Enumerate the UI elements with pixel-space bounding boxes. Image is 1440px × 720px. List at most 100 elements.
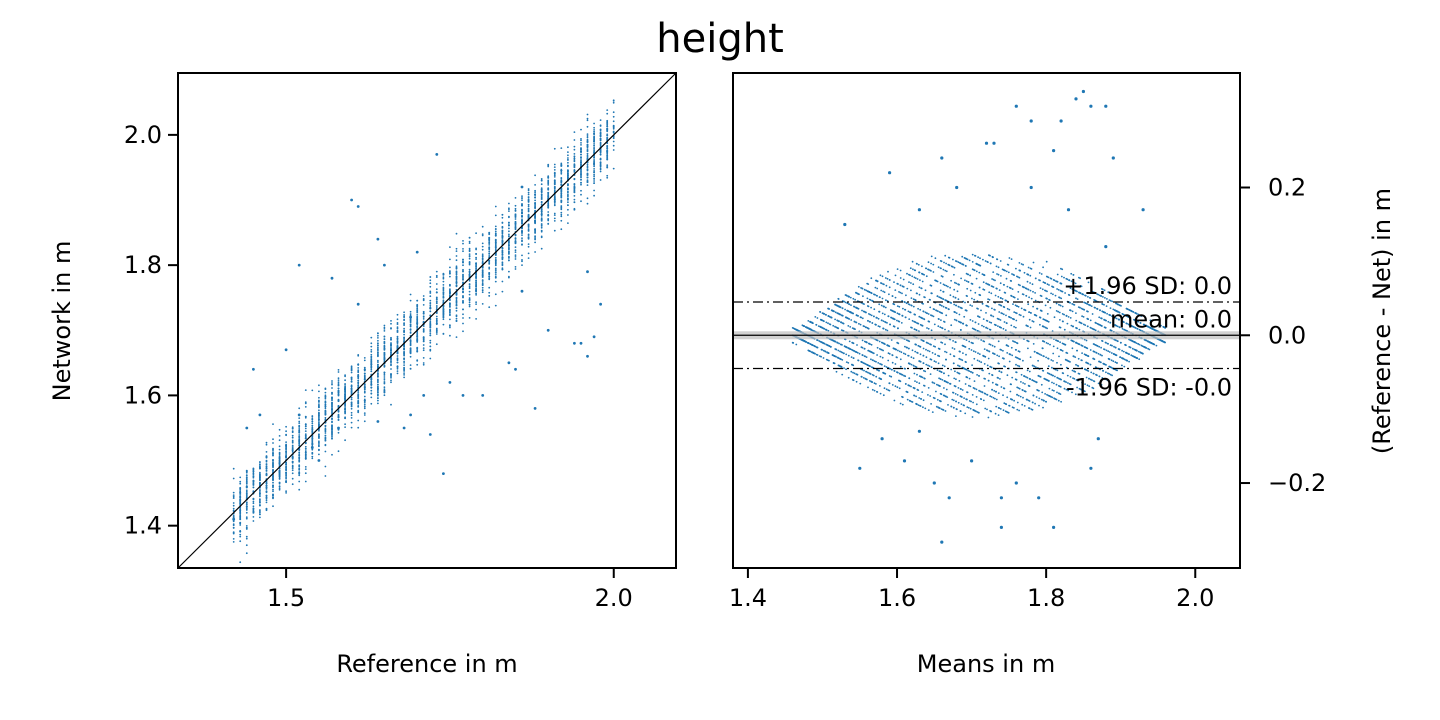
scatter-point xyxy=(318,406,320,409)
scatter-point xyxy=(508,230,510,233)
bland-altman-point xyxy=(897,349,899,352)
bland-altman-point xyxy=(1053,279,1056,282)
scatter-outlier-point xyxy=(520,185,524,189)
bland-altman-point xyxy=(827,322,829,325)
scatter-point xyxy=(350,378,353,381)
bland-altman-point xyxy=(1059,393,1062,395)
scatter-point xyxy=(593,159,595,161)
bland-altman-point xyxy=(971,416,974,418)
bland-altman-point xyxy=(884,328,887,331)
bland-altman-point xyxy=(880,304,883,307)
scatter-point xyxy=(488,273,491,275)
bland-altman-point xyxy=(968,340,971,343)
bland-altman-point xyxy=(1032,290,1034,293)
scatter-point xyxy=(442,296,445,298)
scatter-point xyxy=(468,301,471,304)
scatter-point xyxy=(567,157,569,159)
scatter-point xyxy=(396,338,399,341)
bland-altman-point xyxy=(1013,399,1015,402)
bland-altman-point xyxy=(908,362,911,365)
bland-altman-point xyxy=(959,388,962,390)
scatter-point xyxy=(455,296,458,299)
scatter-point xyxy=(318,423,320,426)
scatter-point xyxy=(475,294,477,296)
scatter-point xyxy=(363,378,366,381)
bland-altman-point xyxy=(1007,271,1010,274)
scatter-point xyxy=(318,409,320,412)
bland-altman-point xyxy=(920,287,923,290)
scatter-outlier-point xyxy=(310,446,314,449)
bland-altman-point xyxy=(841,373,844,376)
scatter-outlier-point xyxy=(514,367,517,371)
scatter-point xyxy=(475,287,477,290)
scatter-point xyxy=(540,190,543,193)
scatter-point xyxy=(593,126,595,129)
scatter-point xyxy=(416,320,419,323)
scatter-point xyxy=(573,157,576,160)
bland-altman-point xyxy=(1039,375,1041,378)
scatter-point xyxy=(449,326,451,329)
scatter-point xyxy=(442,313,445,315)
scatter-point xyxy=(475,281,477,284)
bland-altman-point xyxy=(1034,366,1037,368)
scatter-point xyxy=(272,490,274,493)
scatter-point xyxy=(422,304,425,306)
bland-altman-point xyxy=(957,320,960,323)
bland-altman-point xyxy=(1058,303,1060,306)
scatter-point xyxy=(324,436,327,439)
scatter-point xyxy=(311,415,314,418)
bland-altman-point xyxy=(1008,257,1011,259)
scatter-point xyxy=(304,423,307,426)
scatter-point xyxy=(481,289,484,291)
scatter-point xyxy=(494,262,497,264)
scatter-point xyxy=(580,174,582,177)
bland-altman-point xyxy=(1059,304,1062,307)
scatter-point xyxy=(422,312,425,315)
scatter-point xyxy=(547,211,550,213)
scatter-point xyxy=(259,461,261,463)
scatter-point xyxy=(272,462,274,465)
scatter-outlier-point xyxy=(435,153,439,156)
scatter-point xyxy=(390,368,392,370)
bland-altman-point xyxy=(1107,350,1110,353)
scatter-point xyxy=(501,251,504,254)
scatter-point xyxy=(593,175,595,178)
scatter-point xyxy=(449,294,451,296)
scatter-point xyxy=(508,210,510,213)
scatter-point xyxy=(534,196,536,199)
scatter-point xyxy=(481,286,484,289)
scatter-point xyxy=(331,392,333,394)
scatter-point xyxy=(599,153,602,156)
scatter-point xyxy=(416,334,419,337)
scatter-point xyxy=(324,430,327,432)
scatter-point xyxy=(599,125,602,127)
bland-altman-point xyxy=(1018,262,1021,264)
scatter-point xyxy=(390,346,392,348)
scatter-point xyxy=(442,277,445,280)
scatter-point xyxy=(239,535,242,538)
scatter-point xyxy=(586,184,589,187)
bland-altman-point xyxy=(1060,363,1062,366)
bland-altman-point xyxy=(905,346,908,349)
bland-altman-point xyxy=(971,364,973,366)
scatter-outlier-point xyxy=(586,354,589,358)
bland-altman-point xyxy=(942,298,944,300)
scatter-point xyxy=(527,233,530,236)
scatter-point xyxy=(593,130,595,133)
scatter-point xyxy=(331,410,333,413)
bland-altman-point xyxy=(922,340,925,342)
scatter-point xyxy=(318,449,320,452)
bland-altman-point xyxy=(1016,408,1019,411)
scatter-point xyxy=(304,415,307,418)
scatter-point xyxy=(527,199,530,201)
scatter-point xyxy=(363,405,366,408)
bland-altman-point xyxy=(1040,309,1043,312)
scatter-point xyxy=(514,220,517,223)
scatter-point xyxy=(462,330,464,333)
scatter-point xyxy=(547,202,550,205)
scatter-point xyxy=(232,541,235,543)
bland-altman-point xyxy=(1020,373,1023,376)
scatter-point xyxy=(370,370,373,373)
bland-altman-point xyxy=(950,324,953,327)
bland-altman-point xyxy=(1051,381,1053,384)
